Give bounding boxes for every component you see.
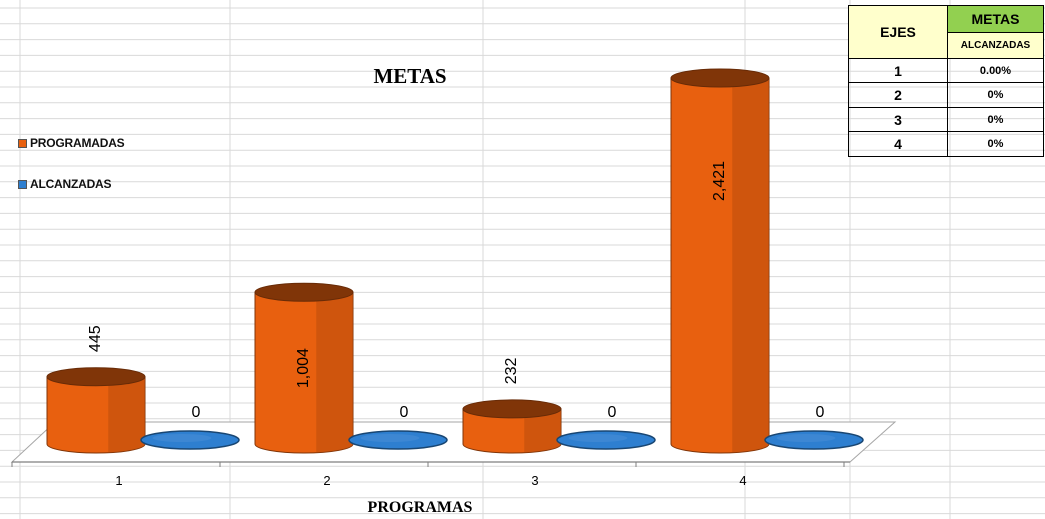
bar-alcanzadas	[348, 430, 448, 450]
data-label-alcanzadas: 0	[816, 404, 825, 421]
data-label-programadas: 1,004	[295, 348, 312, 388]
legend-swatch-alcanzadas	[18, 179, 27, 189]
table-cell-value: 0%	[947, 82, 1044, 108]
bar-highlight	[568, 433, 628, 443]
header-metas: METAS	[947, 4, 1044, 34]
bar-highlight	[776, 433, 836, 443]
x-axis-title: PROGRAMAS	[367, 499, 473, 516]
bar-top	[462, 399, 562, 419]
table-cell-axis: 4	[848, 131, 948, 157]
bar-top	[254, 282, 354, 302]
table-cell-value: 0%	[947, 131, 1044, 157]
data-label-programadas: 232	[503, 357, 520, 384]
x-tick-label: 2	[323, 473, 330, 488]
table-cell-axis: 1	[848, 57, 948, 84]
legend-label-alcanzadas: ALCANZADAS	[30, 177, 112, 191]
data-label-programadas: 2,421	[711, 161, 728, 201]
table-cell-axis: 2	[848, 82, 948, 108]
bar-shade	[732, 78, 769, 453]
data-label-alcanzadas: 0	[192, 404, 201, 421]
legend-label-programadas: PROGRAMADAS	[30, 136, 125, 150]
bar-shade	[316, 292, 353, 453]
table-row: 2 0%	[848, 82, 1044, 108]
data-labels-group: 445 0 1,004 0 232 0 2,421 0	[87, 161, 824, 421]
table-subheader-row: ALCANZADAS	[849, 32, 1044, 59]
bar-shade	[524, 408, 561, 453]
bar-alcanzadas-flat	[348, 430, 448, 450]
x-tick-label: 1	[115, 473, 122, 488]
data-label-alcanzadas: 0	[608, 404, 617, 421]
chart-title: METAS	[373, 64, 447, 88]
bar-alcanzadas-flat	[556, 430, 656, 450]
bar-alcanzadas-flat	[764, 430, 864, 450]
data-label-programadas: 445	[87, 325, 104, 352]
bar-top	[670, 68, 770, 88]
bar-programadas	[254, 282, 354, 454]
legend-item-alcanzadas: ALCANZADAS	[18, 177, 112, 191]
bar-alcanzadas	[140, 430, 240, 450]
goals-table: EJES METAS ALCANZADAS 1 0.00% 2 0% 3 0% …	[848, 4, 1044, 157]
bar-programadas	[670, 68, 770, 454]
table-row: 1 0.00%	[848, 57, 1044, 84]
x-tick-label: 3	[531, 473, 538, 488]
legend-swatch-programadas	[18, 138, 27, 148]
bar-programadas	[462, 399, 562, 454]
data-label-alcanzadas: 0	[400, 404, 409, 421]
bar-alcanzadas	[764, 430, 864, 450]
table-cell-value: 0.00%	[947, 57, 1044, 84]
table-row: 4 0%	[848, 131, 1044, 157]
bar-shade	[108, 376, 145, 453]
legend-item-programadas: PROGRAMADAS	[18, 136, 125, 150]
table-header-row: EJES METAS	[848, 4, 1044, 59]
bar-highlight	[360, 433, 420, 443]
header-ejes: EJES	[848, 5, 948, 59]
bar-highlight	[152, 433, 212, 443]
bar-programadas	[46, 367, 146, 454]
table-row: 3 0%	[848, 106, 1044, 133]
table-cell-axis: 3	[848, 106, 948, 133]
x-tick-label: 4	[739, 473, 746, 488]
bars-group	[46, 68, 864, 454]
x-tick-labels-group: 1 2 3 4	[115, 473, 746, 488]
bar-top	[46, 367, 146, 387]
bar-alcanzadas-flat	[140, 430, 240, 450]
header-alcanzadas: ALCANZADAS	[947, 32, 1044, 59]
table-cell-value: 0%	[947, 106, 1044, 133]
bar-alcanzadas	[556, 430, 656, 450]
